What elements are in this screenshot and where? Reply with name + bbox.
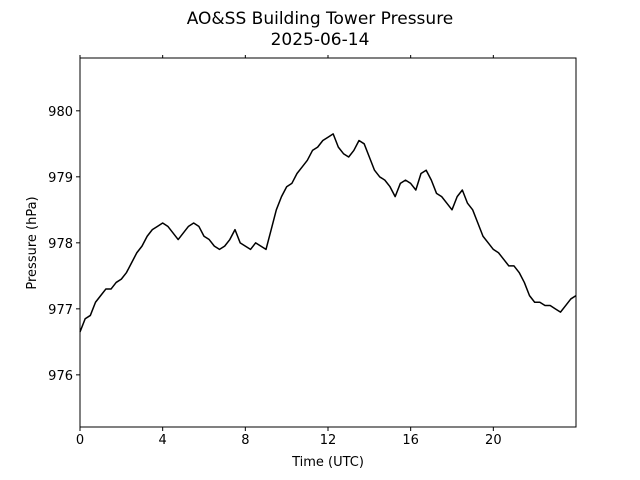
y-tick-label: 979 xyxy=(48,171,73,186)
x-tick-label: 4 xyxy=(159,433,167,448)
x-tick-label: 12 xyxy=(320,433,337,448)
x-axis-label: Time (UTC) xyxy=(291,455,364,470)
plot-frame xyxy=(79,57,577,428)
y-tick-label: 978 xyxy=(48,237,73,252)
x-tick-label: 8 xyxy=(241,433,249,448)
x-tick-label: 16 xyxy=(402,433,419,448)
y-tick-label: 977 xyxy=(48,303,73,318)
chart-title: AO&SS Building Tower Pressure xyxy=(187,9,454,29)
y-tick-label: 976 xyxy=(48,369,73,384)
x-tick-label: 20 xyxy=(485,433,502,448)
y-axis-label: Pressure (hPa) xyxy=(25,196,40,289)
x-tick-label: 0 xyxy=(76,433,84,448)
data-line xyxy=(79,133,577,333)
chart-subtitle: 2025-06-14 xyxy=(271,30,370,50)
y-tick-label: 980 xyxy=(48,105,73,120)
